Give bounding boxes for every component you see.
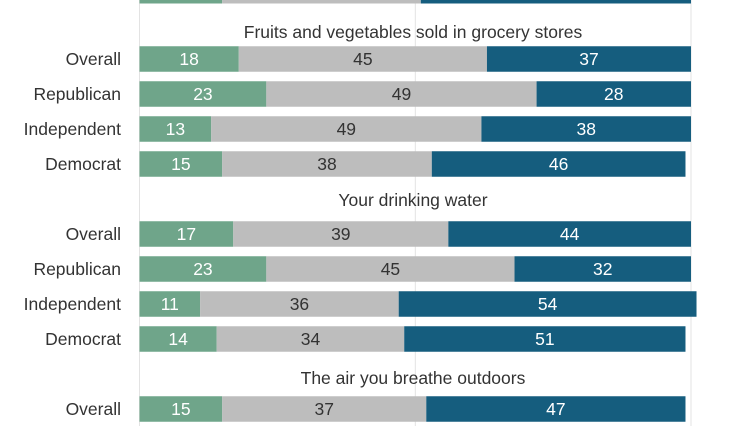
- bar-segment-clipped: [139, 0, 223, 4]
- bar-segment: [426, 396, 686, 422]
- bar-segment: [448, 221, 691, 247]
- category-label: Republican: [33, 259, 121, 279]
- data-label: 51: [535, 329, 554, 349]
- category-label: Overall: [66, 49, 121, 69]
- bar-segment: [211, 116, 482, 142]
- data-label: 14: [168, 329, 188, 349]
- bar-segment: [139, 116, 212, 142]
- data-label: 37: [315, 399, 334, 419]
- bar-segment-clipped: [420, 0, 691, 4]
- bar-segment: [486, 46, 691, 72]
- data-label: 45: [353, 49, 372, 69]
- bar-segment: [398, 291, 697, 317]
- category-label: Independent: [24, 294, 121, 314]
- bar-segment: [238, 46, 487, 72]
- bar-segment: [222, 151, 432, 177]
- data-label: 45: [381, 259, 400, 279]
- data-label: 15: [171, 154, 190, 174]
- bar-segment: [514, 256, 691, 282]
- bar-segment: [233, 221, 449, 247]
- category-label: Republican: [33, 84, 121, 104]
- bar-segment: [200, 291, 399, 317]
- category-label: Overall: [66, 399, 121, 419]
- data-label: 38: [576, 119, 595, 139]
- data-label: 37: [579, 49, 598, 69]
- section-title: Your drinking water: [338, 190, 487, 210]
- data-label: 54: [538, 294, 558, 314]
- bar-segment: [404, 326, 686, 352]
- data-label: 38: [317, 154, 336, 174]
- category-label: Democrat: [45, 329, 121, 349]
- data-label: 15: [171, 399, 190, 419]
- data-label: 17: [177, 224, 196, 244]
- data-label: 32: [593, 259, 612, 279]
- data-label: 36: [290, 294, 309, 314]
- category-label: Independent: [24, 119, 121, 139]
- data-label: 49: [392, 84, 411, 104]
- bar-segment: [139, 221, 234, 247]
- chart-layer: Fruits and vegetables sold in grocery st…: [24, 0, 697, 426]
- data-label: 34: [301, 329, 321, 349]
- section-title: Fruits and vegetables sold in grocery st…: [244, 22, 583, 42]
- data-label: 46: [549, 154, 568, 174]
- data-label: 23: [193, 84, 212, 104]
- bar-segment: [431, 151, 686, 177]
- bar-segment: [139, 151, 223, 177]
- bar-segment: [139, 81, 267, 107]
- section-title: The air you breathe outdoors: [301, 368, 526, 388]
- data-label: 18: [179, 49, 198, 69]
- bar-segment: [216, 326, 405, 352]
- bar-segment: [266, 81, 537, 107]
- bar-segment: [266, 256, 515, 282]
- bar-segment: [481, 116, 691, 142]
- bar-segment-clipped: [222, 0, 421, 4]
- category-label: Overall: [66, 224, 121, 244]
- data-label: 44: [560, 224, 580, 244]
- data-label: 13: [166, 119, 185, 139]
- data-label: 28: [604, 84, 623, 104]
- bar-segment: [536, 81, 691, 107]
- bar-segment: [222, 396, 427, 422]
- data-label: 49: [337, 119, 356, 139]
- data-label: 23: [193, 259, 212, 279]
- bar-segment: [139, 46, 239, 72]
- data-label: 47: [546, 399, 565, 419]
- data-label: 11: [161, 294, 179, 314]
- bar-segment: [139, 396, 223, 422]
- category-label: Democrat: [45, 154, 121, 174]
- bar-segment: [139, 256, 267, 282]
- bar-segment: [139, 326, 217, 352]
- bar-segment: [139, 291, 201, 317]
- data-label: 39: [331, 224, 350, 244]
